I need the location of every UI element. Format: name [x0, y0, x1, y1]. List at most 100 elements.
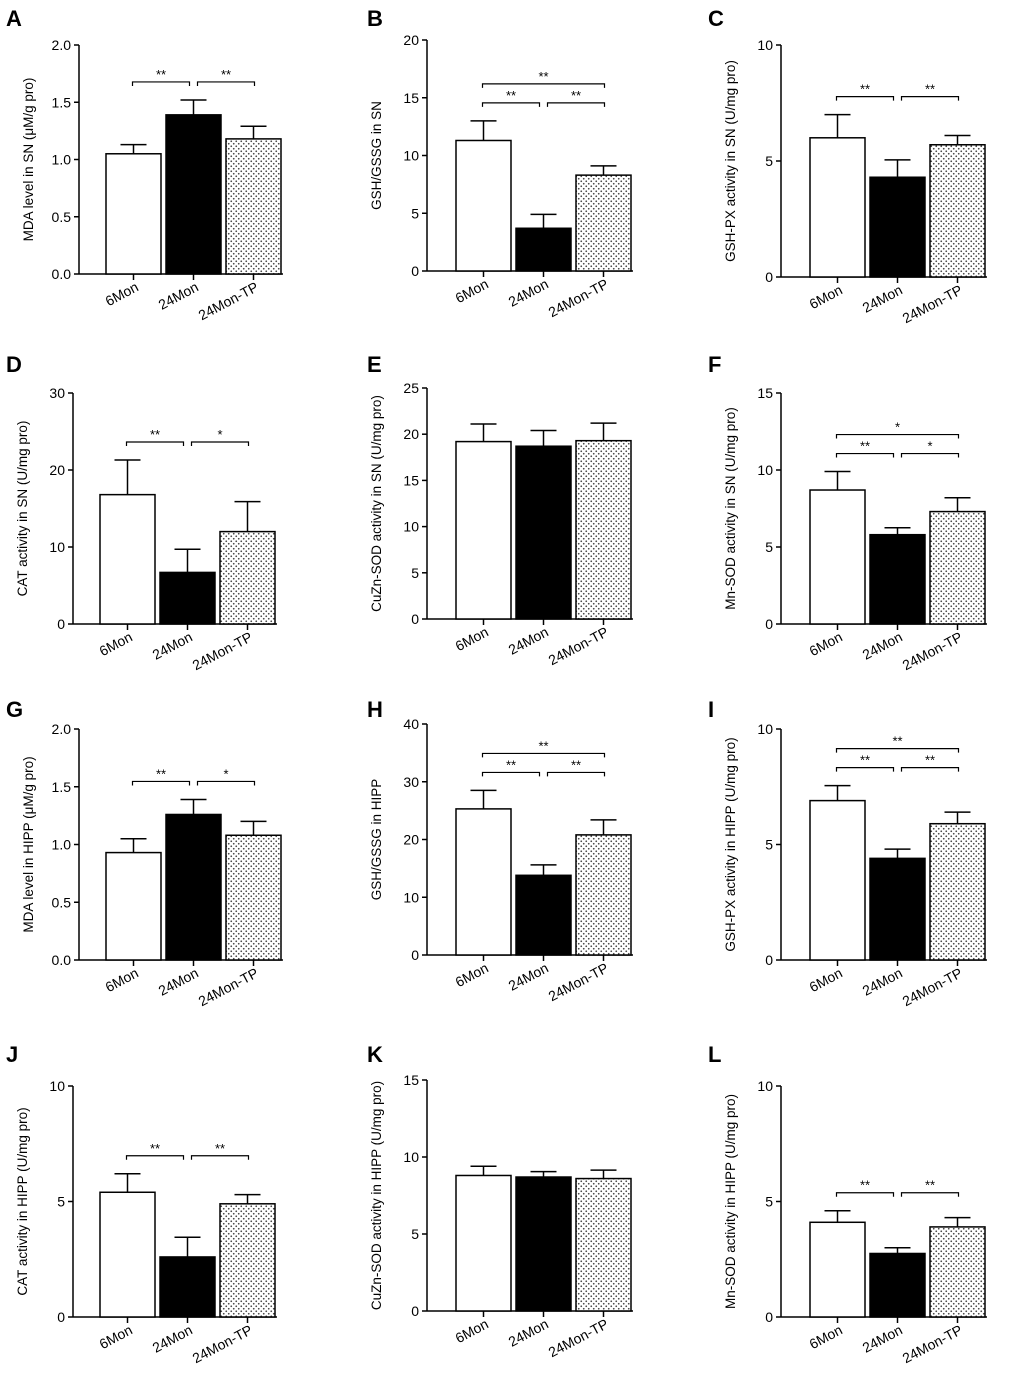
y-tick-label: 1.5: [52, 94, 72, 110]
bar-6mon: [455, 440, 512, 620]
significance-label: **: [892, 734, 902, 749]
significance-bracket: [131, 780, 191, 786]
y-tick-label: 10: [49, 1078, 65, 1094]
bar-24mon-tp: [219, 530, 276, 625]
bar-24mon-tp: [225, 138, 282, 275]
x-tick-label: 6Mon: [96, 1322, 134, 1353]
y-tick-label: 1.0: [52, 152, 72, 168]
y-axis-title: CAT activity in HIPP (U/mg pro): [15, 1107, 30, 1295]
y-tick-label: 5: [411, 565, 419, 581]
x-tick-label: 24Mon: [156, 279, 201, 313]
x-tick-label: 6Mon: [806, 965, 844, 996]
bar-24mon-tp: [575, 1177, 632, 1312]
panel-letter: D: [6, 352, 22, 377]
x-tick-label: 24Mon-TP: [196, 965, 261, 1010]
panel-letter: L: [708, 1042, 721, 1067]
panel-b: B 0 5 10 15 20 GSH/GSSG in SN 6Mon 24Mon24Mon-TP…: [367, 6, 633, 320]
y-tick-label: 25: [403, 380, 419, 396]
significance-label: **: [156, 766, 166, 781]
significance-bracket: [900, 452, 960, 458]
significance-label: **: [925, 1178, 935, 1193]
panel-j: J 0 5 10 CAT activity in HIPP (U/mg pro) 6Mon…: [6, 1042, 277, 1366]
y-tick-label: 10: [757, 462, 773, 478]
bar-24mon: [869, 533, 926, 625]
significance-bracket: [835, 95, 895, 101]
significance-label: **: [860, 753, 870, 768]
significance-bracket: [835, 766, 895, 772]
y-tick-label: 10: [757, 37, 773, 53]
bar-6mon: [809, 799, 866, 961]
bar-24mon-tp: [929, 822, 986, 961]
significance-label: **: [215, 1141, 225, 1156]
x-tick-label: 24Mon-TP: [546, 960, 611, 1005]
bar-24mon: [159, 1256, 216, 1318]
y-tick-label: 15: [403, 472, 419, 488]
y-axis-title: GSH/GSSG in SN: [369, 101, 384, 210]
y-tick-label: 5: [765, 837, 773, 853]
panel-d: D 0 10 20 30 CAT activity in SN (U/mg pro) 6Mo…: [6, 352, 277, 673]
y-tick-label: 0: [411, 611, 419, 627]
x-tick-label: 24Mon: [150, 1322, 195, 1356]
y-tick-label: 10: [403, 519, 419, 535]
y-tick-label: 15: [403, 90, 419, 106]
x-tick-label: 6Mon: [806, 282, 844, 313]
x-tick-label: 24Mon: [860, 1322, 905, 1356]
bar-24mon: [515, 227, 572, 272]
panel-letter: A: [6, 6, 22, 31]
x-tick-label: 24Mon-TP: [190, 629, 255, 674]
y-tick-label: 0.0: [52, 266, 72, 282]
x-tick-label: 6Mon: [102, 279, 140, 310]
significance-bracket: [481, 752, 606, 758]
panel-letter: H: [367, 697, 383, 722]
significance-bracket: [835, 452, 895, 458]
x-tick-label: 24Mon-TP: [900, 282, 965, 327]
y-tick-label: 0: [411, 947, 419, 963]
y-tick-label: 1.5: [52, 779, 72, 795]
significance-bracket: [546, 102, 606, 107]
significance-bracket: [481, 102, 541, 107]
x-tick-label: 6Mon: [452, 624, 490, 655]
bar-6mon: [99, 1191, 156, 1318]
significance-label: **: [860, 439, 870, 454]
significance-label: *: [927, 439, 932, 454]
y-tick-label: 30: [49, 385, 65, 401]
significance-label: **: [506, 757, 516, 772]
y-tick-label: 0: [411, 1303, 419, 1319]
x-tick-label: 24Mon-TP: [546, 1316, 611, 1361]
bar-24mon-tp: [225, 834, 282, 961]
y-tick-label: 15: [403, 1072, 419, 1088]
x-tick-label: 24Mon: [860, 965, 905, 999]
panel-k: K 0 5 10 15 CuZn-SOD activity in HIPP (U/mg p…: [367, 1042, 633, 1360]
significance-bracket: [835, 1192, 895, 1197]
significance-label: **: [860, 1178, 870, 1193]
x-tick-label: 24Mon-TP: [546, 276, 611, 321]
y-axis-title: MDA level in SN (μM/g pro): [21, 78, 36, 242]
y-tick-label: 10: [757, 1078, 773, 1094]
significance-bracket: [190, 441, 250, 446]
bar-24mon-tp: [929, 510, 986, 625]
bar-24mon: [869, 1252, 926, 1318]
x-tick-label: 24Mon-TP: [900, 1322, 965, 1367]
significance-label: **: [506, 88, 516, 103]
panel-c: C 0 5 10 GSH-PX activity in SN (U/mg pro) 6Mo…: [708, 6, 987, 326]
y-tick-label: 5: [57, 1194, 65, 1210]
bar-6mon: [455, 808, 512, 956]
significance-bracket: [481, 83, 606, 88]
y-axis-title: CAT activity in SN (U/mg pro): [15, 421, 30, 597]
bar-24mon-tp: [575, 174, 632, 272]
y-axis-title: GSH/GSSG in HIPP: [369, 779, 384, 901]
bar-24mon: [159, 571, 216, 625]
y-axis-title: CuZn-SOD activity in HIPP (U/mg pro): [369, 1081, 384, 1310]
y-tick-label: 0.0: [52, 952, 72, 968]
x-tick-label: 24Mon: [506, 624, 551, 658]
significance-bracket: [835, 747, 960, 753]
significance-bracket: [190, 1155, 250, 1160]
bar-6mon: [455, 1174, 512, 1312]
x-tick-label: 6Mon: [806, 629, 844, 660]
bar-24mon-tp: [929, 1226, 986, 1318]
y-tick-label: 0: [411, 263, 419, 279]
x-tick-label: 24Mon: [150, 629, 195, 663]
bar-6mon: [105, 851, 162, 961]
y-tick-label: 0: [765, 616, 773, 632]
significance-bracket: [835, 433, 960, 439]
